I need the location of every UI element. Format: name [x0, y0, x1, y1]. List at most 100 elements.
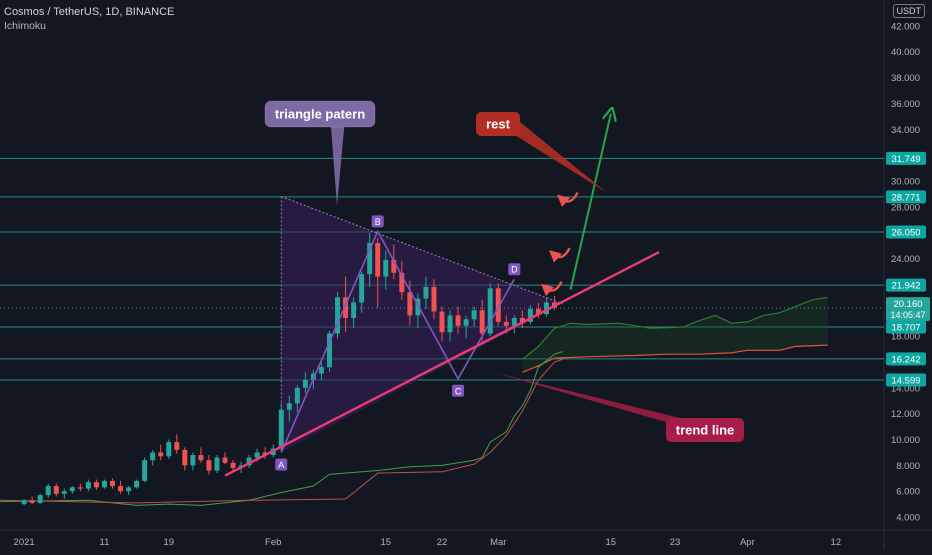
candle	[447, 310, 453, 342]
candle-body	[182, 449, 188, 466]
candle-body	[101, 480, 107, 488]
candle-body	[439, 311, 445, 333]
candle	[367, 232, 373, 287]
candle	[463, 315, 469, 339]
candle-body	[85, 482, 91, 489]
triangle-pattern-area	[281, 196, 563, 453]
level-price-label: 16.242	[891, 354, 920, 365]
abcd-pattern-line	[280, 229, 515, 453]
candle-body	[206, 460, 212, 471]
triangle-annotation-text: triangle patern	[275, 107, 365, 122]
level-price-label: 18.707	[891, 322, 920, 333]
y-tick-label: 38.000	[891, 73, 920, 84]
x-tick-label: 23	[670, 537, 681, 548]
last-price-tag	[886, 297, 930, 322]
y-tick-label: 12.000	[891, 409, 920, 420]
level-price-tag	[886, 320, 926, 334]
trend-line	[224, 251, 660, 477]
candle-body	[487, 288, 493, 334]
currency-badge[interactable]: USDT	[892, 4, 925, 18]
candle	[431, 279, 437, 320]
candle	[543, 297, 549, 317]
y-tick-label: 14.000	[891, 383, 920, 394]
candle	[166, 439, 172, 459]
candle	[85, 479, 91, 492]
candle-body	[503, 321, 509, 326]
candle	[37, 493, 43, 505]
candle-body	[375, 243, 381, 277]
candle	[407, 280, 413, 326]
rest-annotation-box	[476, 112, 520, 136]
bounce-arrow	[557, 191, 579, 207]
candle	[519, 310, 525, 329]
level-price-tag	[886, 225, 926, 239]
level-price-label: 14.599	[891, 376, 920, 387]
x-tick-label: 12	[830, 537, 841, 548]
ichimoku-cloud	[522, 297, 828, 373]
level-price-label: 28.771	[891, 192, 920, 203]
candle-body	[326, 333, 332, 368]
candle-body	[166, 442, 172, 457]
candle	[511, 315, 517, 334]
candle-body	[318, 367, 324, 374]
trend-annotation-text: trend line	[676, 423, 735, 438]
y-tick-label: 8.000	[896, 461, 920, 472]
pattern-point-label: A	[278, 460, 284, 470]
candle	[101, 479, 107, 489]
candle	[326, 330, 332, 373]
candle	[190, 452, 196, 471]
candle	[142, 457, 148, 483]
trend-annotation-box	[666, 418, 744, 442]
candle	[214, 455, 220, 474]
bar-countdown: 14:05:47	[890, 310, 925, 320]
candle-body	[21, 500, 27, 505]
x-tick-label: Feb	[265, 537, 281, 548]
x-tick-label: 19	[163, 537, 174, 548]
symbol-title[interactable]: Cosmos / TetherUS, 1D, BINANCE	[4, 6, 175, 18]
candle	[150, 449, 156, 466]
candle	[29, 496, 35, 505]
candle-body	[246, 457, 252, 466]
y-tick-label: 34.000	[891, 125, 920, 136]
candle-body	[543, 302, 549, 315]
candle	[118, 480, 124, 494]
rest-annotation-text: rest	[486, 117, 511, 132]
candle-body	[174, 442, 180, 450]
candle	[359, 271, 365, 313]
candle	[495, 283, 501, 326]
candle	[53, 483, 59, 497]
chikou-span	[0, 351, 563, 506]
indicator-label[interactable]: Ichimoku	[4, 20, 47, 32]
level-price-tag	[886, 278, 926, 292]
candle	[110, 478, 116, 489]
y-tick-label: 6.000	[896, 487, 920, 498]
candle	[399, 261, 405, 300]
y-tick-label: 36.000	[891, 99, 920, 110]
candle-body	[190, 455, 196, 466]
level-price-tag	[886, 352, 926, 366]
candle-body	[198, 455, 204, 461]
candle	[375, 237, 381, 308]
candle-body	[134, 480, 140, 488]
x-tick-label: Apr	[740, 537, 755, 548]
candle-body	[302, 380, 308, 388]
candle-body	[61, 491, 67, 494]
candle-body	[447, 315, 453, 333]
candle-body	[45, 486, 51, 496]
level-price-tag	[886, 190, 926, 204]
candle	[335, 292, 341, 339]
pattern-point-marker	[371, 215, 384, 228]
triangle-annotation-pointer	[331, 127, 345, 206]
chart-header: Cosmos / TetherUS, 1D, BINANCE Ichimoku	[4, 5, 174, 33]
y-tick-label: 40.000	[891, 47, 920, 58]
candle-body	[519, 318, 525, 322]
senkou-span-a	[522, 296, 828, 360]
candle	[455, 306, 461, 334]
candle	[222, 452, 228, 465]
y-tick-label: 28.000	[891, 202, 920, 213]
candle-body	[535, 308, 541, 315]
candle-body	[254, 452, 260, 458]
candle-body	[351, 302, 357, 318]
candle-body	[431, 286, 437, 312]
